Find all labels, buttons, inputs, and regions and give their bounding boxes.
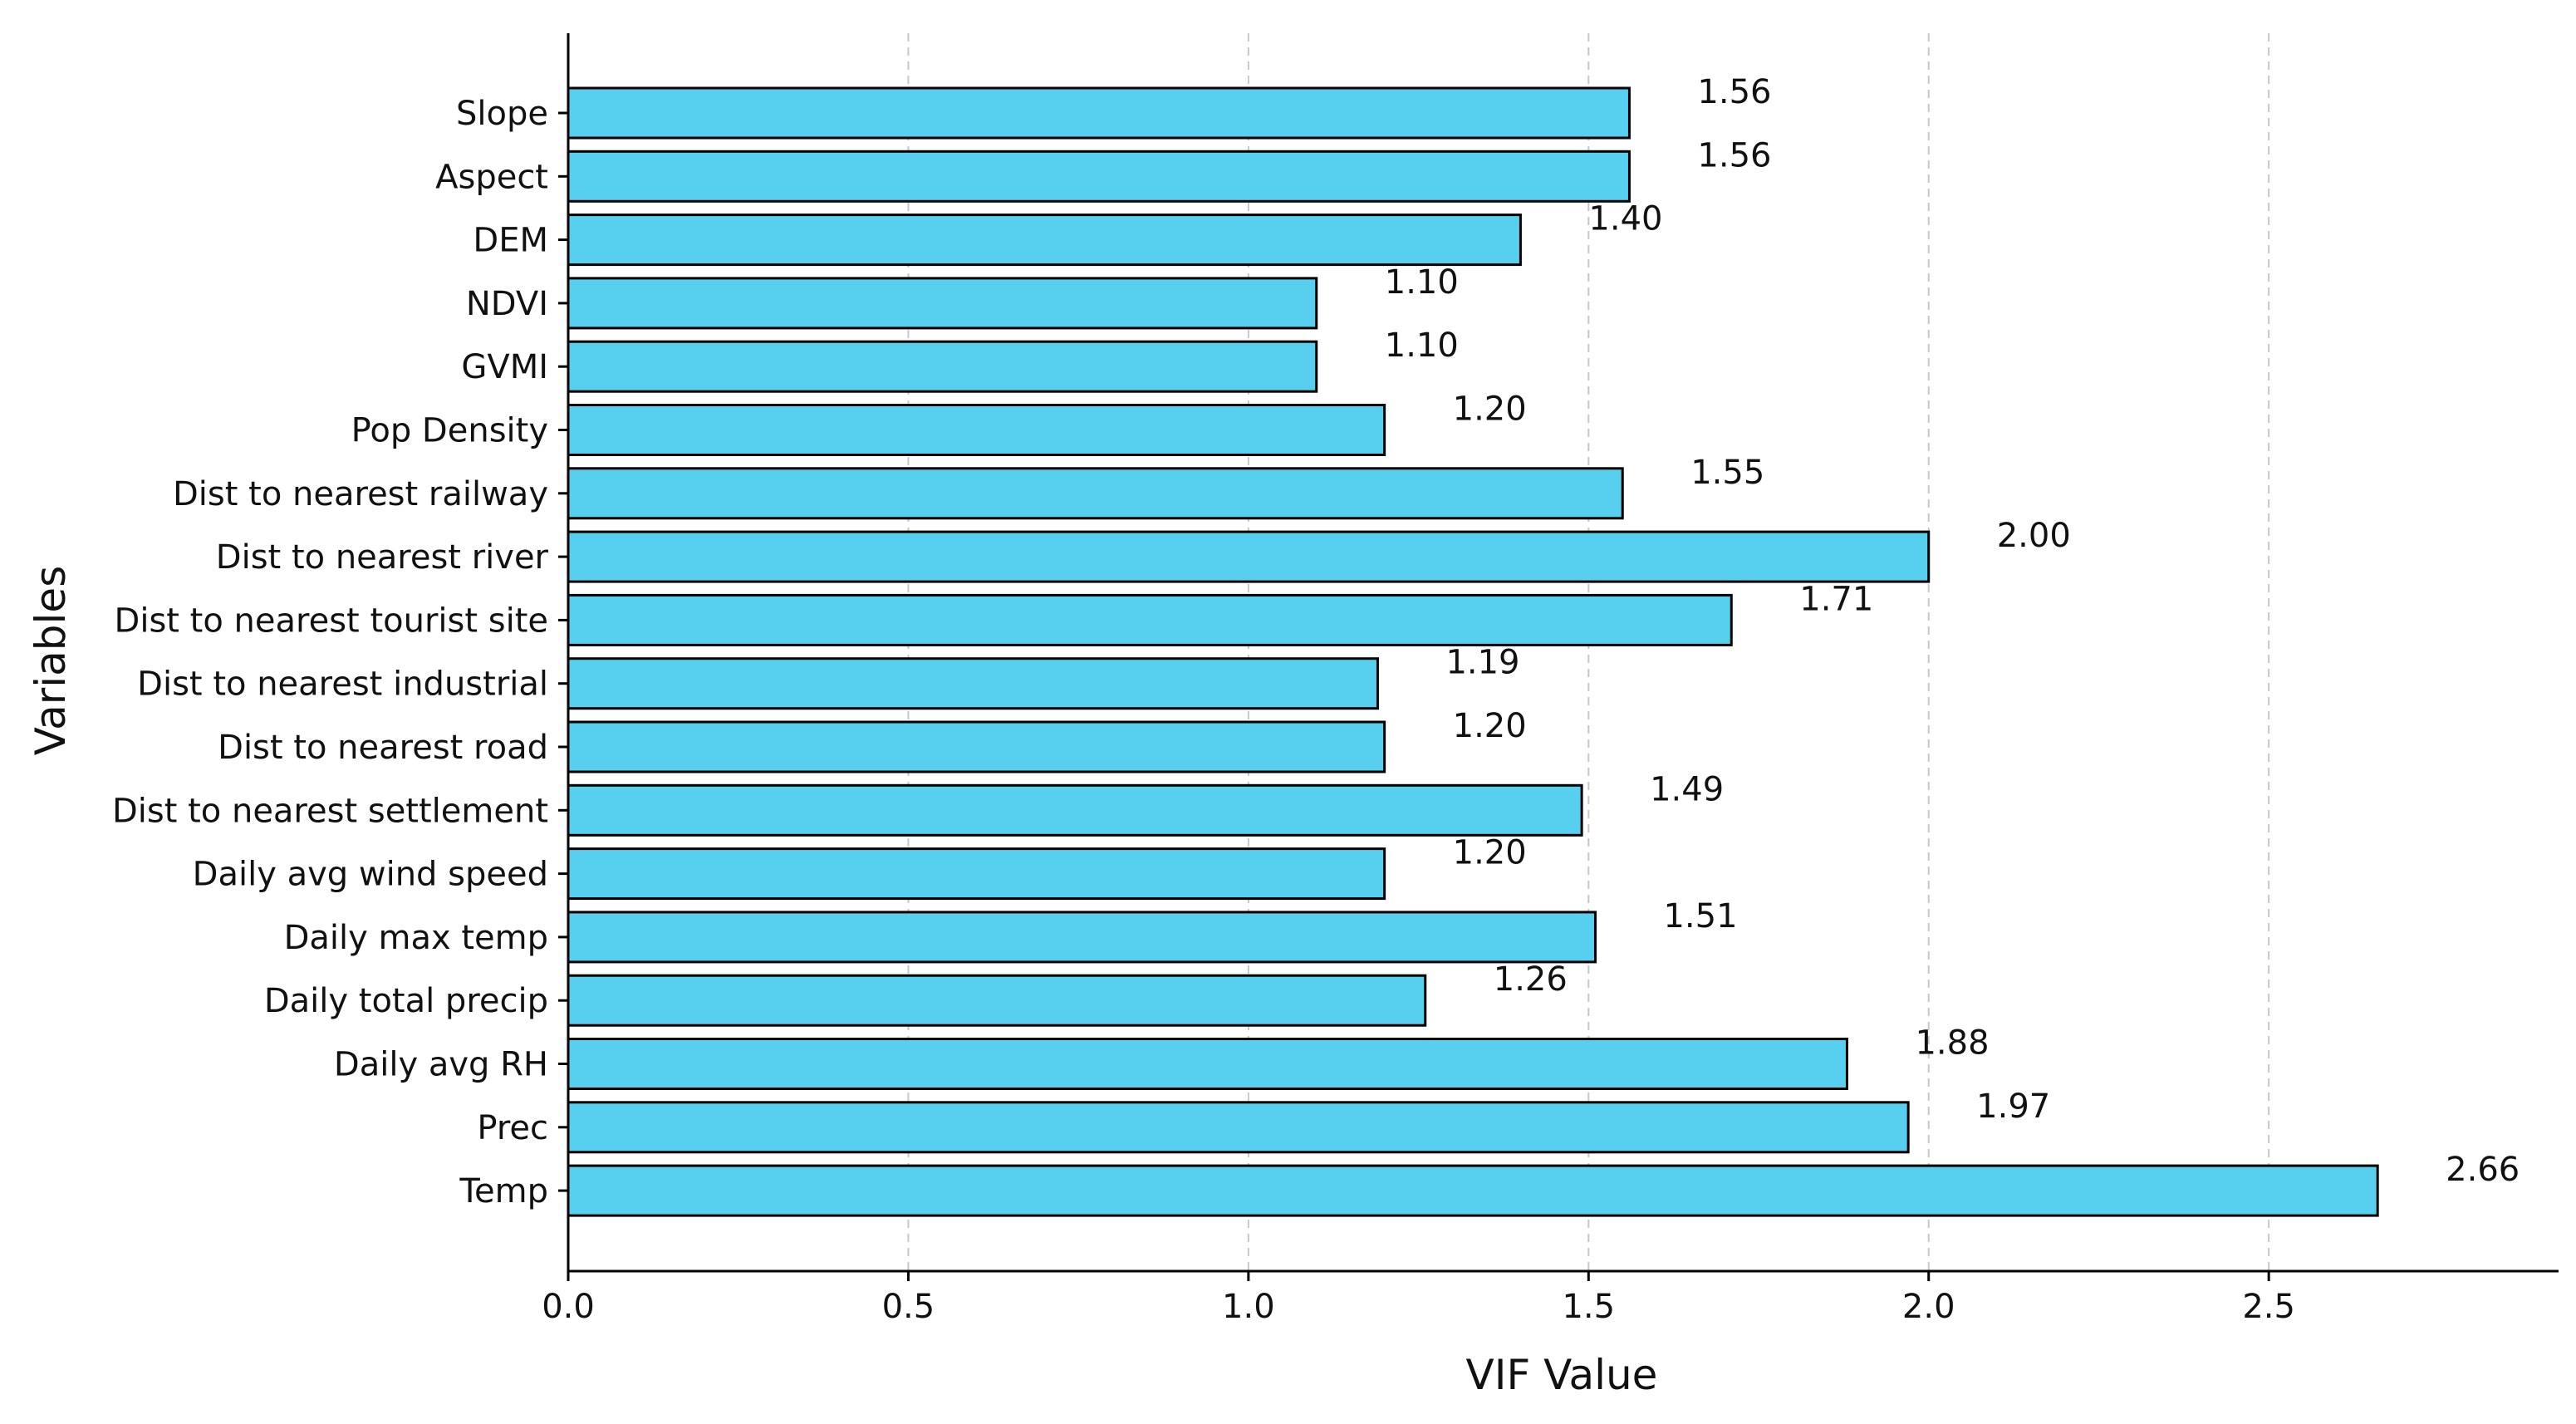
value-label: 1.10 xyxy=(1385,263,1459,302)
x-tick-label: 0.0 xyxy=(542,1288,595,1326)
value-label: 1.40 xyxy=(1588,200,1662,238)
bar xyxy=(567,150,1631,203)
y-tick-label: Dist to nearest road xyxy=(218,729,548,767)
value-label: 1.55 xyxy=(1690,454,1764,492)
x-axis-title: VIF Value xyxy=(1466,1351,1658,1399)
bar xyxy=(567,657,1379,710)
y-tick-label: Daily avg RH xyxy=(334,1046,548,1084)
y-tick-labels: Slope Aspect DEM NDVI GVMI Pop Density Dist to… xyxy=(112,95,568,1210)
y-tick-label: Daily total precip xyxy=(264,982,548,1020)
y-tick-label: GVMI xyxy=(461,348,548,386)
value-label: 1.97 xyxy=(1976,1088,2050,1126)
y-axis-title: Variables xyxy=(27,566,75,756)
bar xyxy=(567,214,1522,267)
value-label: 1.20 xyxy=(1453,390,1527,429)
value-label: 2.00 xyxy=(1997,517,2071,555)
x-tick-label: 1.0 xyxy=(1222,1288,1275,1326)
y-tick-label: DEM xyxy=(473,222,548,260)
bar xyxy=(567,974,1427,1027)
bar xyxy=(567,911,1597,964)
bar xyxy=(567,467,1624,520)
y-tick-label: Dist to nearest tourist site xyxy=(115,602,548,640)
bar xyxy=(567,1038,1848,1090)
bar xyxy=(567,1164,2379,1217)
bar xyxy=(567,86,1631,140)
value-label: 1.10 xyxy=(1385,327,1459,365)
x-tick-labels: 0.0 0.5 1.0 1.5 2.0 2.5 xyxy=(542,1271,2295,1326)
x-tick-label: 2.5 xyxy=(2242,1288,2295,1326)
x-tick-label: 2.0 xyxy=(1902,1288,1955,1326)
y-tick-label: Dist to nearest industrial xyxy=(137,665,548,704)
y-tick-label: Dist to nearest railway xyxy=(173,475,548,513)
value-label: 1.56 xyxy=(1697,136,1771,174)
bar xyxy=(567,720,1386,773)
y-tick-label: Aspect xyxy=(435,158,548,196)
bar xyxy=(567,277,1318,330)
value-label: 1.20 xyxy=(1453,834,1527,872)
value-label: 1.20 xyxy=(1453,707,1527,745)
y-tick-label: Dist to nearest settlement xyxy=(112,792,548,830)
bar xyxy=(567,340,1318,393)
value-label: 1.26 xyxy=(1494,960,1568,999)
value-label: 1.88 xyxy=(1915,1024,1989,1063)
bar xyxy=(567,404,1386,456)
value-labels: 1.56 1.56 1.40 1.10 1.10 1.20 1.55 2.00 1.71 1.19… xyxy=(1385,73,2520,1189)
x-tick-label: 0.5 xyxy=(882,1288,935,1326)
y-tick-label: NDVI xyxy=(466,285,548,323)
bars xyxy=(567,86,2379,1217)
y-tick-label: Temp xyxy=(459,1172,548,1210)
value-label: 1.19 xyxy=(1445,644,1519,682)
y-tick-label: Slope xyxy=(456,95,548,133)
value-label: 2.66 xyxy=(2446,1151,2520,1189)
y-tick-label: Daily avg wind speed xyxy=(193,856,548,894)
x-tick-label: 1.5 xyxy=(1562,1288,1615,1326)
value-label: 1.49 xyxy=(1650,770,1724,808)
bar xyxy=(567,1101,1910,1154)
y-tick-label: Prec xyxy=(477,1109,548,1147)
value-label: 1.71 xyxy=(1799,580,1873,618)
y-tick-label: Daily max temp xyxy=(284,919,548,957)
value-label: 1.56 xyxy=(1697,73,1771,111)
y-tick-label: Dist to nearest river xyxy=(216,538,549,577)
bar xyxy=(567,530,1931,583)
bar xyxy=(567,783,1583,837)
y-tick-label: Pop Density xyxy=(351,412,548,450)
value-label: 1.51 xyxy=(1663,897,1737,935)
bar xyxy=(567,593,1733,646)
bar xyxy=(567,847,1386,901)
